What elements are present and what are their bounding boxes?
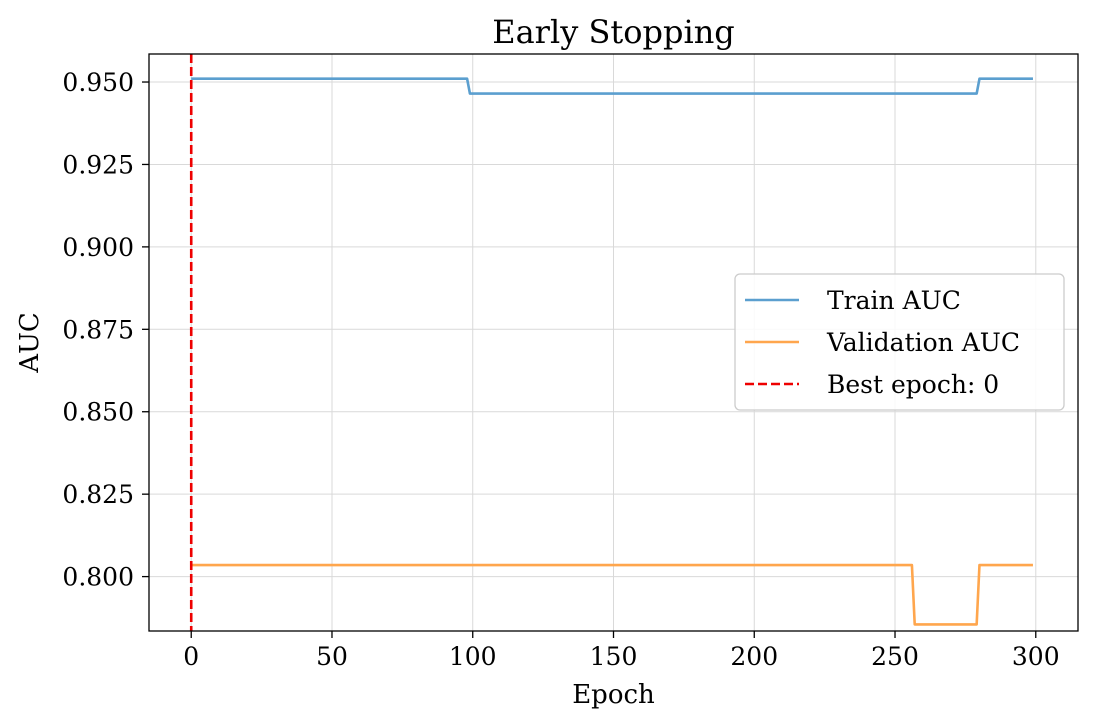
series-line-validation-auc <box>191 563 1033 626</box>
chart-title: Early Stopping <box>492 13 735 51</box>
ticks: 0 50 100 150 200 250 300 0.800 0.825 0.850 0.875 0.… <box>62 68 1059 671</box>
x-tick-label: 100 <box>449 642 497 671</box>
y-tick-label: 0.875 <box>62 315 134 344</box>
y-tick-label: 0.900 <box>62 233 134 262</box>
plot-area <box>189 54 1033 631</box>
y-axis-title: AUC <box>15 312 45 374</box>
y-tick-label: 0.825 <box>62 480 134 509</box>
x-tick-label: 50 <box>316 642 348 671</box>
x-tick-label: 150 <box>590 642 638 671</box>
x-tick-label: 200 <box>730 642 778 671</box>
legend-box <box>734 273 1065 411</box>
x-tick-label: 0 <box>183 642 199 671</box>
legend-label: Validation AUC <box>826 328 1020 357</box>
y-tick-label: 0.800 <box>62 563 134 592</box>
x-tick-label: 300 <box>1012 642 1060 671</box>
legend: Train AUC Validation AUC Best epoch: 0 <box>734 273 1065 411</box>
y-tick-label: 0.925 <box>62 150 134 179</box>
x-tick-label: 250 <box>871 642 919 671</box>
x-axis-title: Epoch <box>572 680 655 710</box>
legend-label: Train AUC <box>827 286 961 315</box>
y-tick-label: 0.950 <box>62 68 134 97</box>
series-line-train-auc <box>191 77 1033 95</box>
legend-label: Best epoch: 0 <box>827 370 999 399</box>
y-tick-label: 0.850 <box>62 398 134 427</box>
